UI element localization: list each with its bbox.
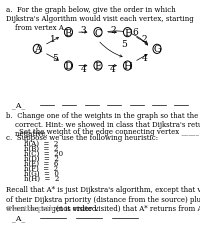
Circle shape xyxy=(94,28,102,38)
Text: h(D)  =  2: h(D) = 2 xyxy=(24,154,59,162)
Text: _A_: _A_ xyxy=(12,101,25,109)
FancyArrowPatch shape xyxy=(79,65,87,68)
FancyArrowPatch shape xyxy=(47,55,58,61)
Circle shape xyxy=(123,28,132,38)
FancyArrowPatch shape xyxy=(79,32,87,34)
FancyArrowPatch shape xyxy=(108,32,116,34)
Text: D: D xyxy=(65,62,72,71)
Text: G: G xyxy=(153,45,161,54)
Text: h(A)  =  2: h(A) = 2 xyxy=(24,140,58,147)
Text: C: C xyxy=(94,29,102,38)
Text: A: A xyxy=(34,45,41,54)
Text: F: F xyxy=(124,29,131,38)
FancyArrowPatch shape xyxy=(137,38,147,44)
Text: Give the path (not order visited) that A* returns from A to G, you may not need : Give the path (not order visited) that A… xyxy=(6,204,200,211)
FancyArrowPatch shape xyxy=(137,55,147,61)
Text: b.  Change one of the weights in the graph so that the shortest paths tree retur: b. Change one of the weights in the grap… xyxy=(6,111,200,138)
Circle shape xyxy=(153,45,161,54)
Text: 4: 4 xyxy=(110,65,116,74)
Text: 2: 2 xyxy=(110,26,116,35)
Text: h(H)  =  2: h(H) = 2 xyxy=(24,174,59,182)
Text: h(F)  =  2: h(F) = 2 xyxy=(24,164,58,172)
Text: B: B xyxy=(65,29,72,38)
Text: 6: 6 xyxy=(133,28,138,37)
Text: _A_: _A_ xyxy=(12,213,25,221)
Text: 4: 4 xyxy=(80,65,86,74)
Circle shape xyxy=(123,62,132,71)
Text: 2: 2 xyxy=(141,35,147,44)
Text: Give the path: Give the path xyxy=(6,204,56,211)
Text: 4: 4 xyxy=(141,54,147,63)
Text: h(B)  =  2: h(B) = 2 xyxy=(24,144,58,152)
Circle shape xyxy=(33,45,41,54)
Circle shape xyxy=(64,62,73,71)
FancyArrowPatch shape xyxy=(108,32,148,46)
Text: a.  For the graph below, give the order in which Dijkstra's Algorithm would visi: a. For the graph below, give the order i… xyxy=(6,6,194,32)
Text: Recall that A* is just Dijkstra's algorithm, except that vertices are given a pr: Recall that A* is just Dijkstra's algori… xyxy=(6,186,200,212)
Circle shape xyxy=(64,28,73,38)
Text: h(G)  =  0: h(G) = 0 xyxy=(24,169,59,177)
Text: H: H xyxy=(123,62,132,71)
Text: Set the weight of the edge connecting vertex _____ and vertex _____ to _____.: Set the weight of the edge connecting ve… xyxy=(10,127,200,135)
Text: h(C)  =  20: h(C) = 20 xyxy=(24,149,63,157)
Text: h(E)  =  6: h(E) = 6 xyxy=(24,159,58,167)
Text: E: E xyxy=(94,62,102,71)
FancyArrowPatch shape xyxy=(47,38,58,45)
Text: 5: 5 xyxy=(52,54,58,63)
Circle shape xyxy=(94,62,102,71)
Text: 5: 5 xyxy=(121,40,127,49)
Text: c.  Suppose we use the following heuristic:: c. Suppose we use the following heuristi… xyxy=(6,134,158,142)
FancyArrowPatch shape xyxy=(108,65,116,68)
Text: 1: 1 xyxy=(50,35,56,44)
Text: 3: 3 xyxy=(80,26,86,35)
FancyArrowPatch shape xyxy=(100,43,122,58)
